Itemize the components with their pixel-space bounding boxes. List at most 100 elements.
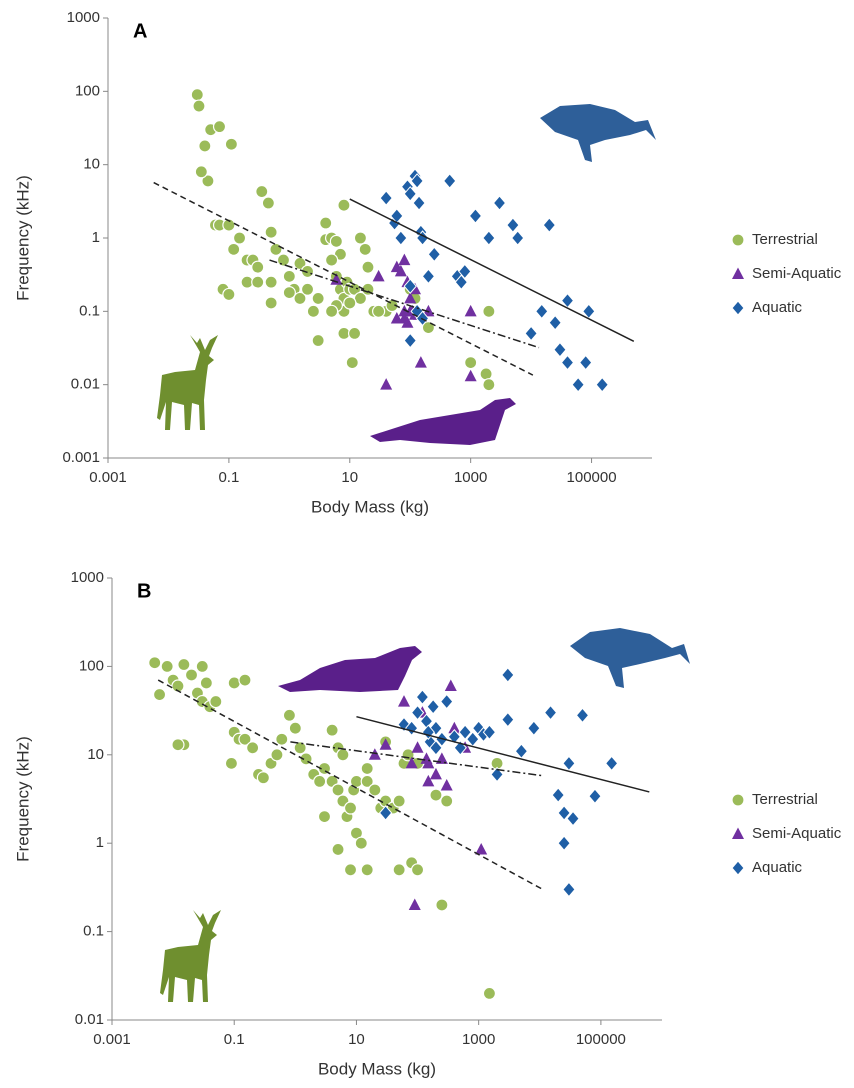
data-point — [410, 173, 424, 189]
data-point — [195, 659, 209, 674]
legend-label: Semi-Aquatic — [752, 265, 842, 282]
data-point — [360, 761, 374, 776]
y-tick-label: 0.001 — [62, 449, 100, 466]
data-point — [435, 752, 448, 764]
data-point — [415, 230, 430, 246]
data-point — [198, 139, 212, 153]
y-tick-label: 10 — [87, 746, 104, 763]
x-tick-label: 1000 — [454, 469, 487, 486]
data-point — [336, 748, 350, 762]
data-point — [222, 287, 236, 302]
data-point — [177, 657, 191, 672]
data-point — [397, 716, 411, 733]
data-point — [360, 863, 374, 877]
data-point — [238, 673, 252, 687]
data-point — [345, 355, 359, 370]
data-point — [224, 756, 239, 770]
data-point — [588, 788, 602, 804]
data-point — [330, 273, 343, 285]
data-point — [405, 756, 418, 769]
data-point — [368, 783, 382, 797]
data-point — [403, 332, 417, 349]
legend-label: Terrestrial — [752, 791, 818, 808]
data-point — [482, 378, 496, 392]
data-point — [270, 748, 284, 762]
data-point — [464, 369, 477, 382]
data-point — [368, 748, 381, 760]
data-point — [282, 286, 296, 300]
x-tick-label: 0.001 — [89, 469, 127, 486]
data-point — [269, 242, 283, 256]
data-point — [458, 263, 472, 280]
data-point — [506, 217, 520, 233]
data-point — [331, 783, 345, 797]
data-point — [410, 863, 425, 877]
trend-line — [349, 198, 635, 342]
data-point — [482, 986, 497, 1000]
data-point — [380, 378, 393, 390]
data-point — [482, 230, 496, 246]
data-point — [325, 723, 339, 737]
data-point — [148, 656, 162, 670]
data-point — [232, 231, 247, 245]
data-point — [160, 659, 174, 674]
data-point — [275, 732, 289, 746]
data-point — [358, 242, 372, 256]
data-point — [468, 208, 483, 224]
data-point — [422, 304, 435, 317]
x-axis-label: Body Mass (kg) — [311, 497, 429, 516]
legend-marker — [731, 300, 745, 316]
data-point — [261, 196, 275, 210]
data-point — [194, 165, 208, 179]
x-tick-label: 100000 — [576, 1031, 626, 1048]
data-point — [408, 898, 421, 910]
data-point — [251, 275, 265, 289]
data-point — [372, 304, 386, 318]
trend-line — [157, 679, 544, 891]
y-tick-label: 10 — [83, 156, 100, 173]
y-tick-label: 1 — [92, 229, 100, 246]
data-point — [361, 260, 375, 274]
data-point — [548, 314, 562, 331]
y-tick-label: 0.01 — [75, 1011, 104, 1028]
data-point — [435, 898, 449, 912]
data-point — [324, 253, 339, 267]
data-point — [427, 246, 441, 263]
data-point — [464, 304, 477, 317]
data-point — [264, 225, 278, 239]
data-point — [429, 788, 443, 802]
legend-marker — [732, 267, 744, 279]
legend-marker — [731, 860, 745, 876]
data-point — [238, 732, 252, 746]
data-point — [501, 711, 515, 728]
data-point — [255, 184, 269, 199]
data-point — [190, 88, 204, 102]
data-point — [199, 676, 213, 690]
data-point — [421, 268, 436, 285]
data-point — [392, 863, 406, 877]
data-point — [293, 291, 307, 306]
seal-silhouette — [278, 398, 516, 692]
data-point — [560, 354, 575, 371]
y-tick-label: 0.1 — [79, 302, 100, 319]
data-point — [256, 771, 270, 785]
data-point — [337, 198, 351, 212]
data-point — [246, 741, 260, 755]
data-point — [535, 303, 549, 320]
panel-label: B — [137, 580, 151, 602]
data-point — [329, 234, 343, 248]
data-point — [421, 724, 435, 741]
panel-label: A — [133, 20, 147, 42]
data-point — [571, 376, 585, 393]
data-point — [398, 253, 411, 266]
data-point — [394, 264, 407, 277]
data-point — [282, 708, 297, 722]
data-point — [227, 242, 241, 256]
data-point — [343, 863, 358, 877]
data-point — [353, 231, 368, 245]
data-point — [411, 741, 424, 753]
data-point — [171, 679, 185, 693]
trend-line — [269, 259, 540, 349]
trend-line — [153, 181, 534, 376]
